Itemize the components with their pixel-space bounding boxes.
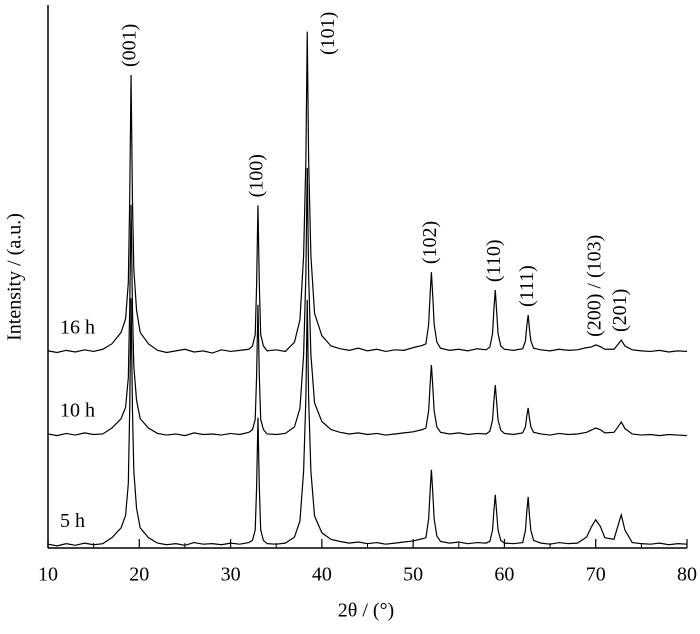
x-tick-label: 70 <box>586 564 606 586</box>
series-label: 10 h <box>60 400 95 422</box>
peak-label: (110) <box>483 239 505 282</box>
x-tick-label: 80 <box>677 564 697 586</box>
peak-label: (102) <box>419 221 441 264</box>
x-axis-label: 2θ / (°) <box>338 600 394 622</box>
peak-label: (101) <box>317 12 339 55</box>
x-tick-label: 10 <box>38 564 58 586</box>
x-tick-label: 50 <box>403 564 423 586</box>
x-tick-label: 30 <box>221 564 241 586</box>
x-tick-label: 40 <box>312 564 332 586</box>
series-label: 5 h <box>60 510 85 532</box>
peak-label: (200) / (103) <box>583 235 605 337</box>
peak-label: (100) <box>246 154 268 197</box>
peak-label: (111) <box>516 265 538 307</box>
x-tick-label: 20 <box>129 564 149 586</box>
peak-label: (001) <box>119 24 141 67</box>
peak-label: (201) <box>609 289 631 332</box>
y-axis-label: Intensity / (a.u.) <box>4 213 26 341</box>
xrd-trace <box>47 31 688 354</box>
xrd-trace <box>47 298 688 547</box>
series-label: 16 h <box>60 316 95 338</box>
xrd-trace <box>47 167 688 437</box>
x-tick-label: 60 <box>494 564 514 586</box>
